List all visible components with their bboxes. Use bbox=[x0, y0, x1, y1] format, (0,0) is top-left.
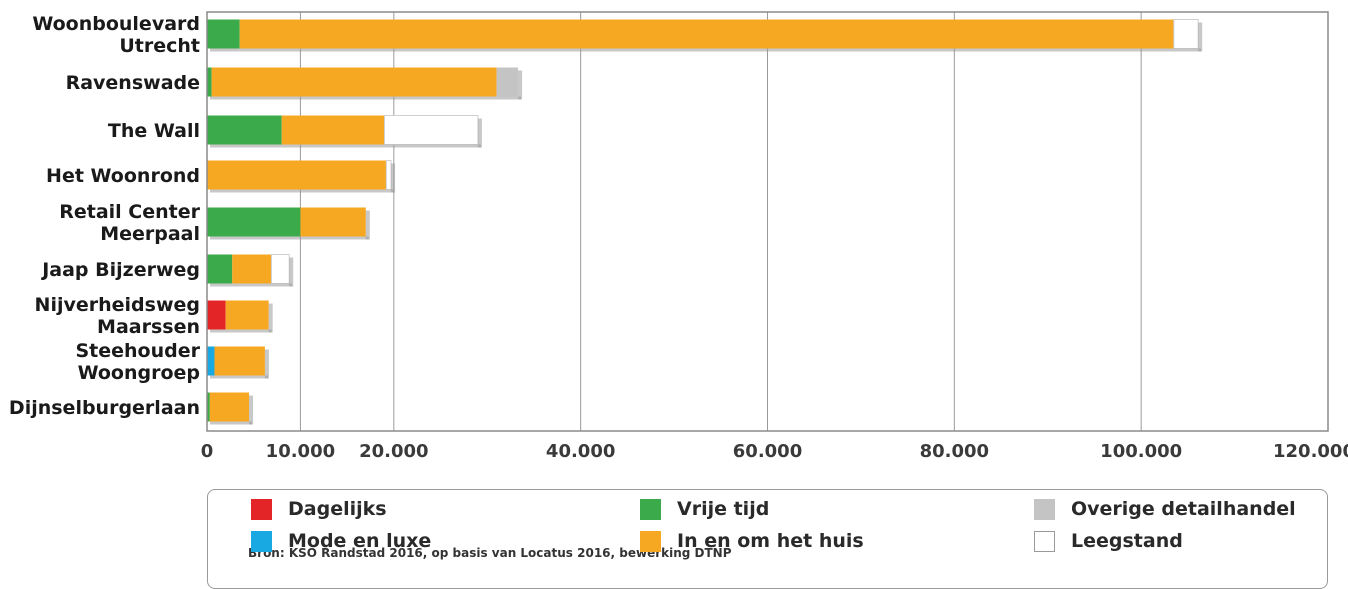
legend-item-in-en-om-het-huis: In en om het huis bbox=[640, 530, 864, 552]
bars bbox=[207, 19, 1203, 425]
bar-shadow bbox=[268, 303, 273, 333]
legend-swatch bbox=[640, 498, 661, 520]
bar-shadow bbox=[249, 395, 254, 425]
category-label: Utrecht bbox=[119, 35, 200, 57]
bar-shadow bbox=[210, 421, 253, 425]
bar-shadow bbox=[210, 375, 268, 379]
x-tick-labels: 0 10.000 20.000 40.000 60.000 80.000 100.000 12… bbox=[201, 441, 1348, 462]
legend-label: Vrije tijd bbox=[677, 498, 770, 520]
x-tick-label: 80.000 bbox=[920, 441, 989, 462]
x-tick-label: 10.000 bbox=[266, 441, 335, 462]
category-label: Ravenswade bbox=[66, 72, 200, 94]
legend-item-vrije-tijd: Vrije tijd bbox=[640, 498, 769, 520]
x-tick-label: 60.000 bbox=[733, 441, 802, 462]
legend-item-overige-detailhandel: Overige detailhandel bbox=[1034, 498, 1296, 520]
bar-leegstand bbox=[1173, 19, 1199, 49]
bar-leegstand bbox=[383, 115, 479, 145]
bar-in-en-om-het-huis bbox=[225, 300, 269, 330]
category-label: Steehouder bbox=[75, 340, 200, 362]
category-label: Dijnselburgerlaan bbox=[9, 397, 200, 419]
legend-item-mode-en-luxe: Mode en luxe bbox=[251, 530, 431, 552]
legend-item-dagelijks: Dagelijks bbox=[251, 498, 387, 520]
bar-shadow bbox=[210, 144, 481, 148]
bar-leegstand bbox=[385, 160, 392, 190]
source-note: Bron: KSO Randstad 2016, op basis van Lo… bbox=[248, 546, 732, 560]
bar-shadow bbox=[210, 236, 369, 240]
legend-swatch bbox=[640, 530, 661, 552]
bar-leegstand bbox=[270, 254, 290, 284]
x-tick-label: 100.000 bbox=[1100, 441, 1182, 462]
bar-in-en-om-het-huis bbox=[281, 115, 385, 145]
legend-swatch bbox=[251, 498, 272, 520]
category-label: Nijverheidsweg bbox=[35, 294, 200, 316]
category-label: Woonboulevard bbox=[32, 13, 200, 35]
plot-frame bbox=[206, 11, 1329, 432]
x-tick-label: 0 bbox=[201, 441, 214, 462]
bar-shadow bbox=[264, 349, 269, 379]
bar-vrije-tijd bbox=[207, 392, 210, 422]
bar-shadow bbox=[210, 283, 293, 287]
bar-shadow bbox=[391, 163, 396, 193]
bar-shadow bbox=[477, 118, 482, 148]
bar-shadow bbox=[210, 189, 395, 193]
x-tick-label: 40.000 bbox=[546, 441, 615, 462]
bar-in-en-om-het-huis bbox=[232, 254, 272, 284]
bar-in-en-om-het-huis bbox=[207, 160, 387, 190]
bar-vrije-tijd bbox=[207, 19, 240, 49]
bar-shadow bbox=[365, 210, 370, 240]
bar-shadow bbox=[210, 48, 1202, 52]
category-label: Maarssen bbox=[97, 316, 200, 338]
category-label: Het Woonrond bbox=[46, 165, 200, 187]
bar-shadow bbox=[518, 70, 523, 100]
legend-label: Overige detailhandel bbox=[1071, 498, 1296, 520]
bar-shadow bbox=[289, 257, 294, 287]
legend-swatch bbox=[1034, 530, 1055, 552]
x-tick-label: 120.000 bbox=[1273, 441, 1348, 462]
legend-item-leegstand: Leegstand bbox=[1034, 530, 1183, 552]
legend-label: In en om het huis bbox=[677, 530, 864, 552]
legend-swatch bbox=[1034, 498, 1055, 520]
bar-vrije-tijd bbox=[207, 115, 282, 145]
bar-mode-en-luxe bbox=[207, 346, 215, 376]
bar-in-en-om-het-huis bbox=[211, 67, 497, 97]
bar-shadow bbox=[210, 96, 522, 100]
category-label: The Wall bbox=[108, 120, 200, 142]
bar-in-en-om-het-huis bbox=[239, 19, 1174, 49]
bar-shadow bbox=[210, 329, 272, 333]
x-tick-label: 20.000 bbox=[359, 441, 428, 462]
bar-in-en-om-het-huis bbox=[209, 392, 250, 422]
legend-label: Mode en luxe bbox=[288, 530, 432, 552]
bar-vrije-tijd bbox=[207, 207, 301, 237]
bar-overige-detailhandel bbox=[496, 67, 519, 97]
category-label: Retail Center bbox=[59, 201, 200, 223]
bar-shadow bbox=[1198, 22, 1203, 52]
legend-swatch bbox=[251, 530, 272, 552]
bar-vrije-tijd bbox=[207, 254, 233, 284]
category-label: Woongroep bbox=[78, 362, 200, 384]
bar-dagelijks bbox=[207, 300, 226, 330]
legend: Bron: KSO Randstad 2016, op basis van Lo… bbox=[207, 489, 1328, 589]
category-label: Meerpaal bbox=[100, 223, 200, 245]
bar-vrije-tijd bbox=[207, 67, 212, 97]
bar-in-en-om-het-huis bbox=[300, 207, 366, 237]
bar-in-en-om-het-huis bbox=[214, 346, 265, 376]
category-label: Jaap Bijzerweg bbox=[40, 259, 200, 281]
legend-label: Dagelijks bbox=[288, 498, 387, 520]
legend-label: Leegstand bbox=[1071, 530, 1183, 552]
